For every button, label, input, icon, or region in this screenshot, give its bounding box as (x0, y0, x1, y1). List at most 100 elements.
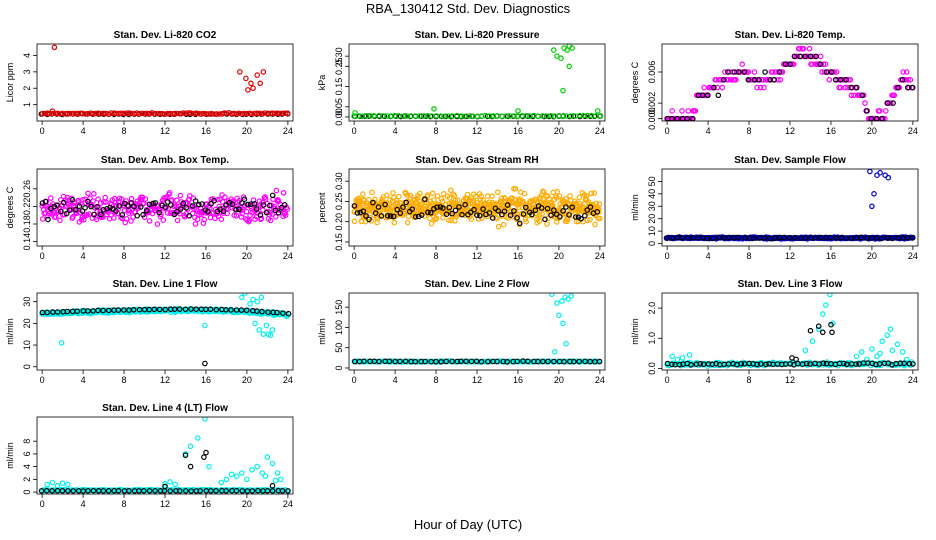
data-point (867, 169, 873, 175)
data-point (797, 53, 803, 60)
x-tick-label: 4 (706, 251, 711, 261)
y-tick-label: 0 (647, 241, 657, 246)
data-point (669, 108, 676, 114)
data-point (715, 234, 722, 241)
data-point (572, 214, 579, 220)
data-point (882, 108, 889, 114)
data-point (237, 69, 243, 75)
data-point (409, 206, 416, 213)
data-point (584, 207, 591, 213)
data-point (464, 191, 471, 198)
data-point (182, 110, 189, 117)
data-point (504, 358, 511, 365)
data-point (384, 213, 391, 219)
plot-frame (348, 43, 606, 122)
data-point (67, 110, 73, 117)
data-point (473, 358, 480, 365)
data-point (100, 488, 107, 494)
data-point (146, 306, 153, 313)
y-tick-label: 50 (647, 176, 657, 186)
data-point (58, 340, 65, 346)
data-point (360, 196, 367, 203)
data-point (762, 69, 768, 75)
data-point (269, 192, 276, 199)
data-point (588, 190, 595, 197)
data-point (260, 331, 267, 338)
x-tick-label: 16 (826, 126, 836, 136)
data-point (152, 487, 158, 494)
data-point (239, 470, 245, 476)
data-point (52, 214, 59, 220)
data-point (431, 106, 437, 112)
plot-area (351, 186, 603, 230)
data-point (700, 361, 707, 368)
data-point (879, 338, 886, 345)
y-tick-label: 4 (22, 464, 32, 469)
data-point (269, 110, 276, 117)
data-point (252, 320, 258, 327)
data-point (445, 217, 452, 224)
x-tick-label: 12 (785, 251, 795, 261)
data-point (480, 206, 486, 212)
data-point (828, 69, 835, 75)
data-point (794, 53, 801, 60)
data-point (522, 216, 529, 222)
data-point (98, 200, 104, 206)
data-point (567, 193, 573, 199)
plot-area (38, 44, 291, 118)
data-point (206, 463, 212, 470)
data-point (64, 308, 71, 315)
data-point (819, 311, 826, 317)
data-point (822, 61, 829, 67)
data-point (361, 358, 367, 365)
y-tick-label: 2 (22, 477, 32, 482)
x-tick-label: 4 (393, 375, 398, 385)
data-point (111, 215, 117, 221)
data-point (894, 341, 901, 348)
x-tick-label: 20 (867, 251, 877, 261)
data-point (754, 361, 760, 368)
data-point (220, 208, 227, 215)
y-tick-label: 50 (334, 343, 344, 353)
data-point (540, 358, 546, 365)
y-axis-label: ml/min (630, 194, 640, 221)
x-tick-label: 0 (352, 126, 357, 136)
data-point (285, 488, 291, 494)
data-point (560, 208, 566, 214)
plot-frame (36, 292, 294, 371)
data-point (421, 113, 428, 119)
data-point (142, 196, 149, 202)
y-tick-label: 0.26 (22, 180, 32, 198)
data-point (400, 204, 406, 211)
data-point (378, 213, 385, 219)
data-point (817, 61, 824, 67)
data-point (216, 111, 222, 117)
panel-5: Stan. Dev. Gas Stream RH 0 4 8 12 16 20 24 0.15 0… (317, 155, 606, 261)
data-point (550, 47, 557, 53)
data-point (809, 61, 815, 67)
x-tick-label: 24 (908, 375, 918, 385)
x-tick-label: 8 (747, 126, 752, 136)
series-2 (39, 44, 291, 117)
data-point (264, 487, 271, 494)
data-point (719, 84, 726, 91)
data-point (177, 206, 184, 212)
data-point (115, 487, 122, 494)
data-point (236, 206, 242, 213)
data-point (126, 110, 133, 116)
data-point (520, 211, 527, 217)
x-tick-label: 24 (908, 126, 918, 136)
data-point (790, 61, 797, 67)
data-point (467, 209, 474, 216)
data-point (559, 298, 565, 304)
data-point (818, 234, 824, 241)
data-point (791, 235, 798, 241)
data-point (182, 306, 189, 313)
data-point (676, 361, 683, 368)
data-point (269, 488, 276, 494)
data-point (249, 488, 256, 494)
data-point (887, 100, 894, 106)
data-point (183, 488, 189, 494)
data-point (133, 110, 140, 116)
